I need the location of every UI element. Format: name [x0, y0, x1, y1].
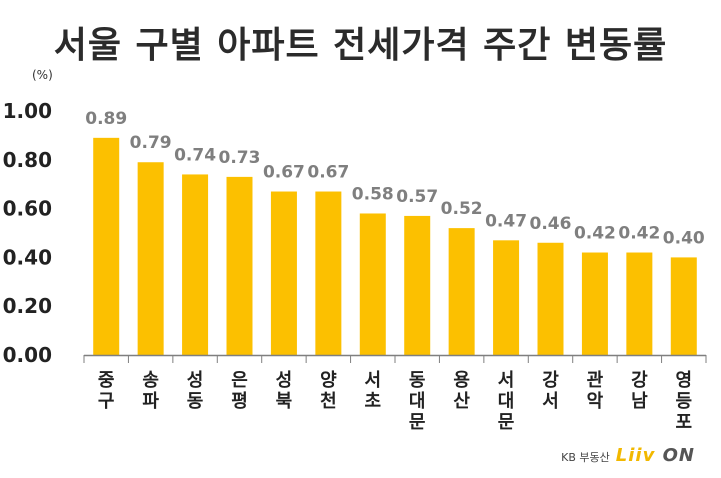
bar	[182, 174, 209, 355]
bar	[493, 240, 520, 355]
bar	[537, 242, 564, 355]
brand-kb-label: KB 부동산	[561, 451, 610, 464]
y-tick-label: 0.60	[3, 197, 52, 221]
data-label: 0.52	[441, 199, 483, 219]
data-label: 0.79	[130, 133, 172, 153]
y-tick-label: 0.20	[3, 294, 52, 318]
data-label: 0.40	[663, 228, 705, 248]
bar	[404, 215, 431, 355]
bar	[93, 137, 120, 355]
liiv-on-logo: Liiv ON	[616, 445, 695, 466]
bar	[137, 162, 164, 355]
liiv-text: Liiv	[615, 445, 656, 466]
data-label: 0.67	[263, 163, 305, 183]
y-tick-label: 0.80	[3, 148, 52, 172]
kb-liiv-on-logo: KB 부동산 Liiv ON	[561, 445, 695, 466]
bar	[315, 191, 342, 355]
bar	[359, 213, 386, 355]
bar	[626, 252, 653, 355]
bar	[270, 191, 297, 355]
data-label: 0.42	[574, 224, 616, 244]
data-label: 0.73	[219, 148, 261, 168]
data-label: 0.89	[85, 109, 127, 129]
y-tick-label: 0.00	[3, 343, 52, 367]
data-label: 0.74	[174, 145, 216, 165]
y-tick-label: 0.40	[3, 245, 52, 269]
data-label: 0.47	[485, 211, 527, 231]
chart-title: 서울 구별 아파트 전세가격 주간 변동률	[53, 25, 668, 66]
bar	[226, 176, 253, 355]
y-tick-label: 1.00	[3, 99, 52, 123]
bar	[670, 257, 697, 355]
y-axis-unit: (%)	[32, 68, 53, 82]
on-text: ON	[662, 445, 695, 466]
data-label: 0.42	[618, 224, 660, 244]
data-label: 0.58	[352, 184, 394, 204]
data-label: 0.67	[307, 163, 349, 183]
bar	[448, 228, 475, 355]
bar	[581, 252, 608, 355]
data-label: 0.46	[530, 214, 572, 234]
data-label: 0.57	[396, 187, 438, 207]
